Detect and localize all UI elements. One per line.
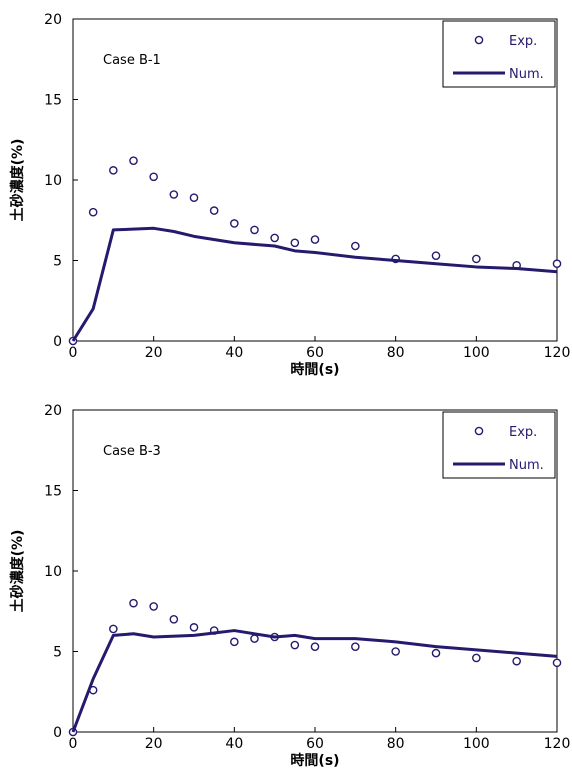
data-point <box>189 193 199 203</box>
legend-box <box>442 411 556 479</box>
x-tick-label: 60 <box>306 736 324 752</box>
legend-box <box>442 20 556 88</box>
data-point <box>310 642 320 651</box>
y-tick-label: 0 <box>53 334 62 350</box>
y-tick-label: 15 <box>44 93 62 109</box>
data-point <box>552 259 562 269</box>
y-tick-label: 10 <box>44 173 62 189</box>
data-point <box>472 254 481 264</box>
data-point <box>250 225 259 235</box>
data-point <box>290 640 300 650</box>
data-point <box>431 648 441 658</box>
data-point <box>88 207 98 217</box>
data-point <box>270 233 279 243</box>
x-axis-label: 時間(s) <box>290 361 339 378</box>
data-point <box>351 642 360 651</box>
legend-entry: Num. <box>509 67 544 82</box>
x-tick-label: 40 <box>225 736 243 752</box>
data-point <box>310 235 320 244</box>
data-point <box>250 634 259 643</box>
series-line-num <box>71 629 558 733</box>
data-point <box>290 238 300 248</box>
legend-entry: Exp. <box>509 425 537 440</box>
data-point <box>351 241 360 251</box>
data-point <box>472 653 481 663</box>
y-tick-label: 5 <box>53 254 62 270</box>
legend-marker-exp <box>474 426 484 436</box>
data-point <box>189 623 199 632</box>
data-point <box>169 615 179 624</box>
x-tick-label: 20 <box>145 736 163 752</box>
y-axis-label: 土砂濃度(%) <box>9 530 26 613</box>
data-point <box>169 190 179 199</box>
data-point <box>230 219 239 228</box>
data-point <box>149 172 158 182</box>
legend-entry: Exp. <box>509 34 537 49</box>
data-point <box>209 206 219 215</box>
data-point <box>129 156 138 165</box>
x-tick-label: 80 <box>387 345 405 361</box>
x-tick-label: 40 <box>225 345 243 361</box>
data-point <box>552 658 562 668</box>
x-axis-label: 時間(s) <box>290 752 339 769</box>
y-tick-label: 20 <box>44 403 62 419</box>
y-axis-label: 土砂濃度(%) <box>9 139 26 222</box>
x-tick-label: 0 <box>69 736 78 752</box>
data-point <box>431 251 441 260</box>
x-tick-label: 120 <box>544 345 571 361</box>
case-label: Case B-3 <box>103 444 161 459</box>
data-point <box>109 624 118 634</box>
y-tick-label: 5 <box>53 645 62 661</box>
data-point <box>109 166 118 175</box>
x-tick-label: 20 <box>145 345 163 361</box>
legend-entry: Num. <box>509 458 544 473</box>
series-line-num <box>71 226 558 342</box>
x-tick-label: 0 <box>69 345 78 361</box>
y-tick-label: 10 <box>44 564 62 580</box>
x-tick-label: 100 <box>463 345 490 361</box>
chart-panel-1: 0 5 10 15 20 0 20 40 60 80 100 120 時間(s) 土砂濃度(%) Case … <box>9 12 570 378</box>
y-tick-label: 20 <box>44 12 62 28</box>
data-point <box>129 598 138 608</box>
data-point <box>230 637 239 647</box>
data-point <box>149 602 158 611</box>
x-tick-label: 100 <box>463 736 490 752</box>
y-tick-label: 15 <box>44 484 62 500</box>
x-tick-label: 120 <box>544 736 571 752</box>
x-tick-label: 60 <box>306 345 324 361</box>
data-point <box>512 656 521 666</box>
data-point <box>391 647 400 656</box>
legend-marker-exp <box>474 35 484 45</box>
case-label: Case B-1 <box>103 53 161 68</box>
y-tick-label: 0 <box>53 725 62 741</box>
x-tick-label: 80 <box>387 736 405 752</box>
chart-panel-2: 0 5 10 15 20 0 20 40 60 80 100 120 時間(s) 土砂濃度(%) Case … <box>9 403 570 769</box>
